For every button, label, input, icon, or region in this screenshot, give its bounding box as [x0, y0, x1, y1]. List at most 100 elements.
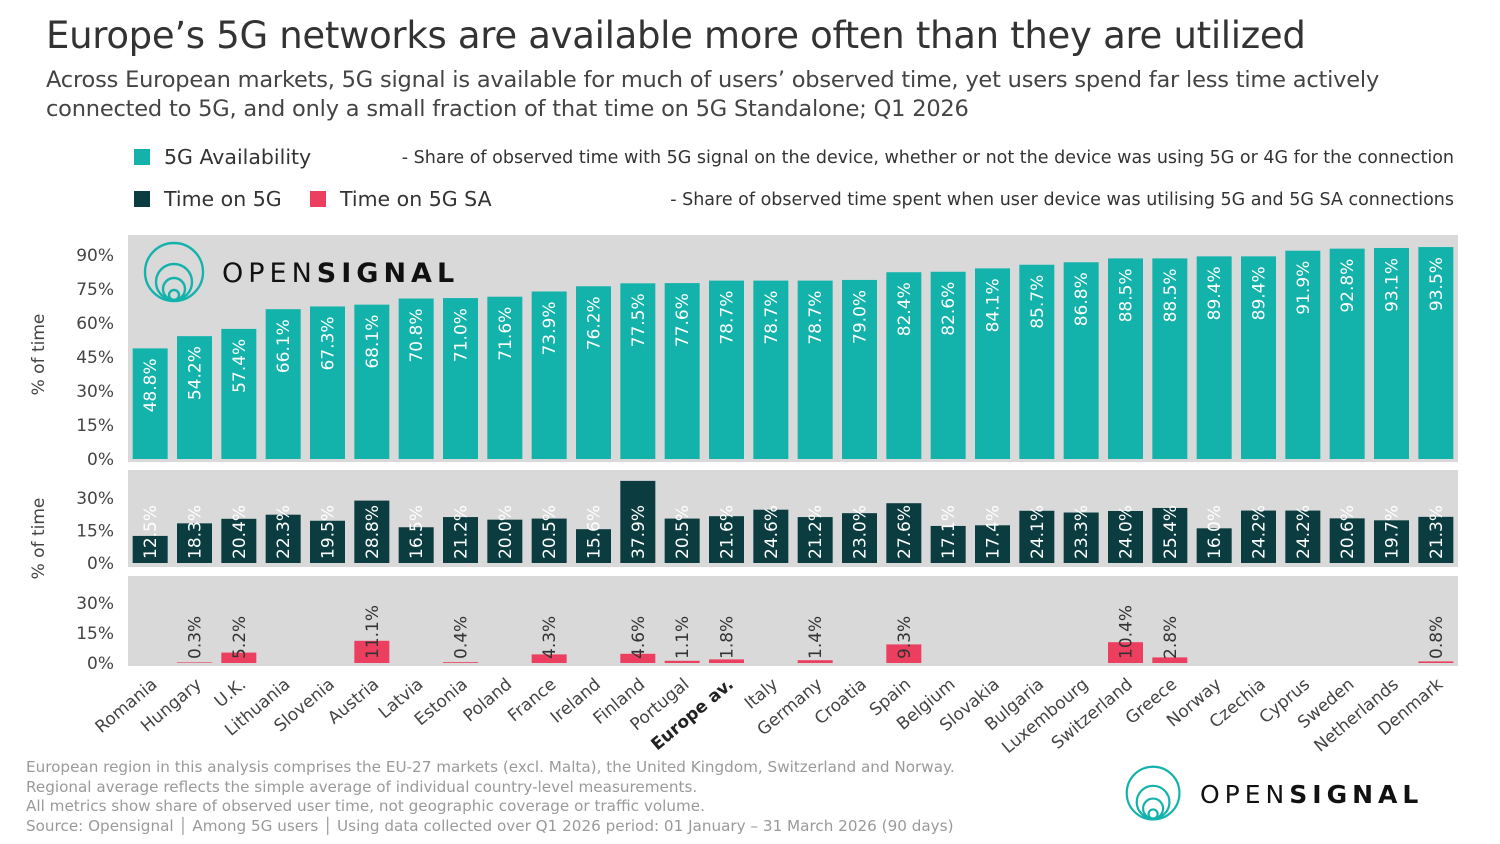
bar-time-on-5g: [753, 509, 789, 563]
bar-availability: [443, 298, 478, 459]
bar-availability: [310, 306, 345, 459]
data-label-time-on-5g-sa: 4.3%: [540, 616, 560, 659]
bar-time-on-5g: [177, 523, 212, 563]
y-tick-label-availability: 15%: [76, 416, 114, 436]
bar-time-on-5g: [842, 513, 877, 563]
bar-availability: [930, 271, 966, 459]
bar-time-on-5g: [354, 500, 390, 563]
data-label-availability: 66.1%: [274, 319, 294, 373]
bar-time-on-5g-sa: [531, 654, 567, 663]
data-label-time-on-5g: 27.6%: [895, 505, 915, 559]
bar-time-on-5g-sa: [1418, 661, 1454, 663]
bar-availability: [1418, 247, 1454, 459]
bar-availability: [1108, 258, 1143, 459]
data-label-time-on-5g: 21.3%: [1427, 505, 1447, 559]
data-label-availability: 93.5%: [1427, 257, 1447, 311]
bar-time-on-5g: [664, 518, 700, 563]
bar-availability: [1374, 247, 1409, 459]
legend-item-time-on-5g: Time on 5G: [134, 187, 282, 211]
data-label-time-on-5g-sa: 1.4%: [806, 616, 826, 659]
y-tick-label-availability: 75%: [76, 280, 114, 300]
opensignal-logo-bottom: OPENSIGNAL: [1124, 764, 1464, 824]
data-label-availability: 84.1%: [984, 278, 1004, 332]
bar-time-on-5g-sa: [664, 660, 700, 663]
panel-background-availability: [128, 235, 1458, 462]
data-label-time-on-5g: 17.1%: [939, 505, 959, 559]
bar-time-on-5g: [531, 518, 567, 563]
data-label-time-on-5g-sa: 10.4%: [1117, 605, 1137, 659]
data-label-availability: 86.8%: [1072, 272, 1092, 326]
bar-time-on-5g-sa: [886, 644, 922, 663]
bar-time-on-5g: [265, 514, 301, 563]
data-label-time-on-5g: 20.0%: [496, 505, 516, 559]
bar-time-on-5g: [1241, 510, 1276, 563]
data-label-time-on-5g: 21.2%: [452, 505, 472, 559]
logo-text-open: OPEN: [1200, 780, 1290, 809]
bar-availability: [1196, 256, 1232, 459]
bar-availability: [620, 283, 656, 459]
bar-time-on-5g: [886, 503, 922, 563]
footer-line-2: Regional average reflects the simple ave…: [26, 777, 698, 796]
data-label-time-on-5g-sa: 11.1%: [363, 605, 383, 659]
bar-availability: [531, 291, 567, 459]
bar-time-on-5g-sa: [1108, 642, 1143, 663]
bar-time-on-5g: [1329, 518, 1365, 563]
opensignal-logo-icon: [143, 241, 205, 303]
data-label-time-on-5g: 15.6%: [585, 505, 605, 559]
data-label-time-on-5g: 21.6%: [718, 505, 738, 559]
data-label-availability: 77.5%: [629, 293, 649, 347]
data-label-availability: 92.8%: [1338, 259, 1358, 313]
footer-line-1: European region in this analysis compris…: [26, 758, 955, 776]
data-label-time-on-5g-sa: 2.8%: [1161, 616, 1181, 659]
data-label-time-on-5g: 16.0%: [1205, 505, 1225, 559]
data-label-availability: 89.4%: [1250, 266, 1270, 320]
opensignal-logo-icon: [1125, 765, 1181, 821]
data-label-time-on-5g: 25.4%: [1161, 505, 1181, 559]
data-label-availability: 85.7%: [1028, 275, 1048, 329]
y-axis-title-availability: % of time: [29, 314, 49, 396]
data-label-availability: 57.4%: [230, 339, 250, 393]
bar-availability: [1063, 262, 1099, 459]
chart-subtitle: Across European markets, 5G signal is av…: [46, 67, 1380, 122]
bar-availability: [753, 280, 789, 459]
data-label-time-on-5g: 23.0%: [851, 505, 871, 559]
bar-availability: [797, 280, 833, 459]
bar-time-on-5g: [443, 517, 478, 563]
data-label-availability: 77.6%: [673, 293, 693, 347]
data-label-time-on-5g: 24.1%: [1028, 505, 1048, 559]
bar-availability: [842, 279, 877, 459]
bar-time-on-5g-sa: [620, 653, 656, 663]
data-label-availability: 82.4%: [895, 282, 915, 336]
legend-desc-availability: - Share of observed time with 5G signal …: [401, 148, 1454, 168]
data-label-availability: 73.9%: [540, 301, 560, 355]
opensignal-logo-top: OPENSIGNAL: [142, 240, 482, 306]
data-label-time-on-5g: 18.3%: [186, 505, 206, 559]
bar-time-on-5g: [797, 517, 833, 563]
bar-time-on-5g: [487, 519, 523, 563]
bar-availability: [709, 280, 744, 459]
data-label-time-on-5g: 24.2%: [1294, 505, 1314, 559]
legend-item-availability: 5G Availability: [134, 145, 311, 169]
bar-time-on-5g: [398, 527, 434, 563]
bar-time-on-5g: [1285, 510, 1321, 563]
data-label-time-on-5g-sa: 0.3%: [186, 616, 206, 659]
bar-availability: [1329, 248, 1365, 459]
bar-availability: [1285, 250, 1321, 459]
footer-notes: European region in this analysis compris…: [26, 758, 955, 836]
y-tick-label-time-on-5g: 0%: [87, 554, 114, 574]
bar-time-on-5g-sa: [354, 640, 390, 663]
bar-availability: [354, 304, 390, 459]
y-tick-label-time-on-5g: 15%: [76, 522, 114, 542]
data-label-availability: 91.9%: [1294, 261, 1314, 315]
bar-time-on-5g-sa: [709, 659, 744, 663]
data-label-time-on-5g: 17.4%: [984, 505, 1004, 559]
bar-availability: [576, 286, 611, 459]
data-label-time-on-5g-sa: 5.2%: [230, 616, 250, 659]
data-label-time-on-5g-sa: 9.3%: [895, 616, 915, 659]
x-tick-label: Austria: [324, 675, 383, 729]
data-label-availability: 70.8%: [407, 309, 427, 363]
data-label-availability: 71.6%: [496, 307, 516, 361]
bar-time-on-5g: [1152, 507, 1188, 563]
data-label-time-on-5g-sa: 1.8%: [718, 616, 738, 659]
